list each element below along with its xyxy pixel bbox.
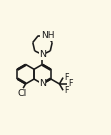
Text: F: F [69, 79, 73, 88]
Text: NH: NH [41, 31, 54, 40]
Text: N: N [39, 79, 46, 88]
Text: F: F [64, 86, 69, 95]
Text: F: F [64, 72, 69, 82]
Text: N: N [39, 50, 46, 59]
Text: Cl: Cl [18, 90, 27, 99]
